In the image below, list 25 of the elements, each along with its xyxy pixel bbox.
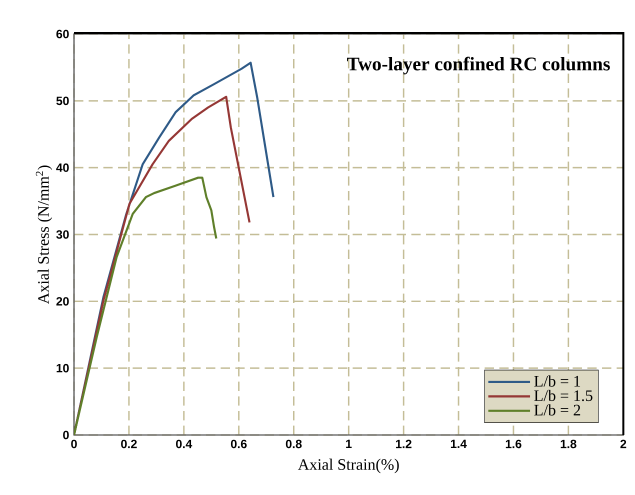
x-tick-label: 1.2 xyxy=(396,440,412,448)
x-tick-label: 0.4 xyxy=(176,440,192,448)
text: Two-layer confined RC columns xyxy=(347,56,610,74)
line-series xyxy=(74,176,218,435)
legend-label: L/b = 2 xyxy=(534,404,580,416)
x-tick-label: 0.8 xyxy=(286,440,302,448)
legend-label: L/b = 1.5 xyxy=(534,390,592,402)
y-tick-label: 10 xyxy=(56,364,69,372)
y-tick-label: 20 xyxy=(56,297,69,306)
y-tick-label: 50 xyxy=(56,96,69,106)
y-tick-label: 30 xyxy=(56,230,69,239)
x-tick-label: 2 xyxy=(620,440,626,448)
x-tick-label: 1 xyxy=(346,440,352,448)
y-tick-label: 0 xyxy=(63,430,69,440)
x-tick-label: 0.2 xyxy=(121,440,137,448)
y-tick-label: 40 xyxy=(56,163,69,172)
x-tick-label: 1.6 xyxy=(506,440,522,448)
legend-label: L/b = 1 xyxy=(534,375,580,387)
y-axis-title: Axial Stress (N/mm$^{2}$) xyxy=(36,166,52,304)
x-tick-label: 0.6 xyxy=(230,440,247,448)
y-tick-label: 60 xyxy=(56,30,69,38)
x-tick-label: 1.8 xyxy=(560,440,576,448)
x-tick-label: 0 xyxy=(71,440,77,448)
x-tick-label: 1.4 xyxy=(450,440,467,448)
x-axis-title: Axial Strain(%) xyxy=(298,458,399,474)
